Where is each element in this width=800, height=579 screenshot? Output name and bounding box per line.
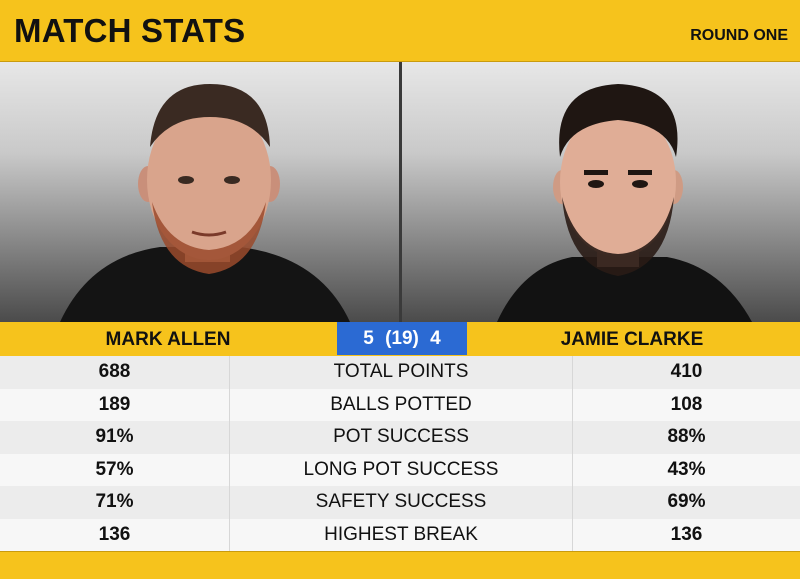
player-portrait-left [60, 84, 350, 322]
stat-right-value: 43% [667, 458, 706, 480]
table-row: 91% POT SUCCESS 88% [0, 421, 800, 454]
stat-right-value: 88% [667, 426, 706, 448]
player-photo-left [0, 62, 399, 322]
photo-divider [399, 62, 402, 322]
stat-label: SAFETY SUCCESS [229, 486, 573, 519]
stat-left-value: 57% [95, 458, 134, 480]
round-label: ROUND ONE [690, 27, 788, 44]
stat-left-value: 189 [98, 393, 131, 415]
stat-left-value: 71% [95, 491, 134, 513]
player-photo-right [402, 62, 800, 322]
stat-right-value: 136 [670, 523, 703, 545]
header-bar: MATCH STATS ROUND ONE [0, 0, 800, 62]
stats-table: 688 TOTAL POINTS 410 189 BALLS POTTED 10… [0, 356, 800, 551]
stat-label: BALLS POTTED [229, 388, 573, 421]
footer-bar [0, 551, 800, 579]
stat-right-value: 69% [667, 491, 706, 513]
table-row: 189 BALLS POTTED 108 [0, 388, 800, 421]
stat-right-value: 108 [670, 393, 703, 415]
stat-label: LONG POT SUCCESS [229, 453, 573, 486]
stat-right-value: 410 [670, 361, 703, 383]
player-name-left: MARK ALLEN [105, 329, 231, 350]
player-portrait-right [497, 84, 752, 322]
table-row: 57% LONG POT SUCCESS 43% [0, 453, 800, 486]
stat-left-value: 91% [95, 426, 134, 448]
player-name-right: JAMIE CLARKE [560, 329, 704, 350]
stat-label: POT SUCCESS [229, 421, 573, 454]
score-badge: 5 (19) 4 [337, 322, 467, 355]
stat-left-value: 688 [98, 361, 131, 383]
player-photos [0, 62, 800, 322]
page-title: MATCH STATS [14, 12, 246, 49]
stat-label: HIGHEST BREAK [229, 518, 573, 551]
table-row: 71% SAFETY SUCCESS 69% [0, 486, 800, 519]
stat-label: TOTAL POINTS [229, 356, 573, 389]
table-row: 136 HIGHEST BREAK 136 [0, 518, 800, 551]
table-row: 688 TOTAL POINTS 410 [0, 356, 800, 389]
stat-left-value: 136 [98, 523, 131, 545]
